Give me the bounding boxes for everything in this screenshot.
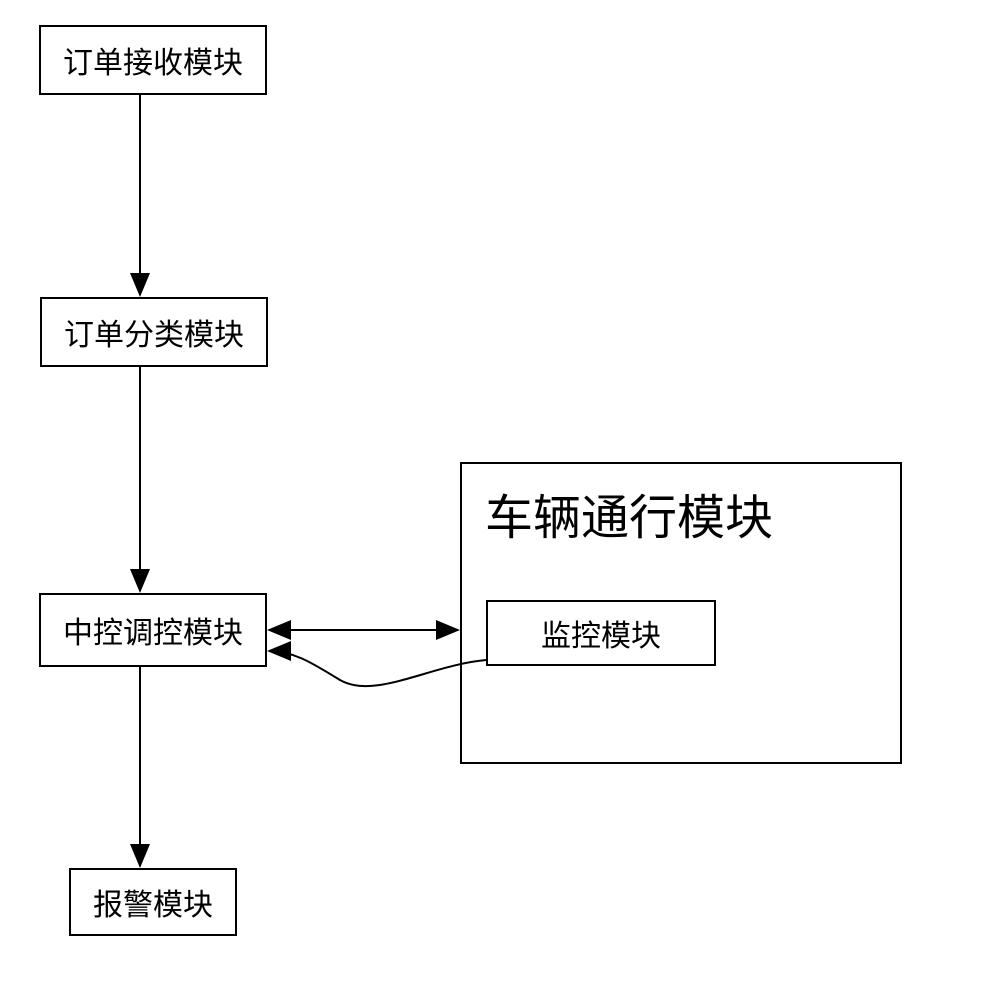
order-classify-module-box: 订单分类模块 bbox=[40, 297, 268, 367]
monitor-module-box: 监控模块 bbox=[486, 600, 716, 666]
alarm-module-box: 报警模块 bbox=[69, 868, 237, 936]
vehicle-passage-module-title: 车辆通行模块 bbox=[485, 478, 773, 548]
order-receive-module-box: 订单接收模块 bbox=[39, 25, 267, 95]
central-control-module-box: 中控调控模块 bbox=[39, 593, 267, 667]
monitor-module-label: 监控模块 bbox=[541, 611, 661, 655]
central-control-module-label: 中控调控模块 bbox=[63, 608, 243, 652]
order-receive-module-label: 订单接收模块 bbox=[63, 38, 243, 82]
arrow-monitor-to-control bbox=[269, 651, 486, 686]
order-classify-module-label: 订单分类模块 bbox=[64, 310, 244, 354]
alarm-module-label: 报警模块 bbox=[93, 880, 213, 924]
